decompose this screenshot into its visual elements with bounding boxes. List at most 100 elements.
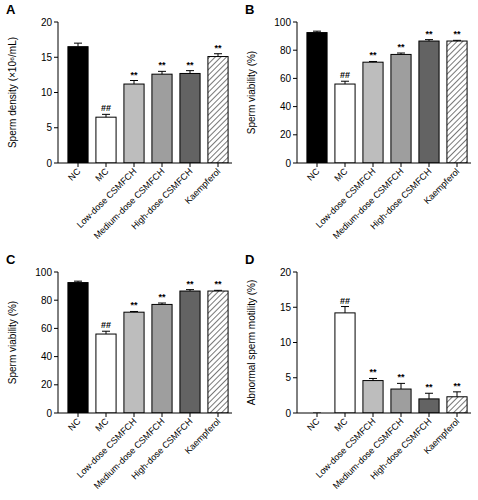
x-tick (317, 163, 318, 167)
x-tick-label: Kaempferol (422, 166, 462, 206)
error-cap (158, 303, 166, 304)
bar (363, 62, 383, 163)
error-cap (130, 80, 138, 81)
y-tick (293, 272, 297, 273)
x-tick (162, 163, 163, 167)
marks (307, 31, 467, 163)
error-bar (74, 43, 82, 47)
error-bar (453, 40, 461, 42)
panel: ASperm density (×10⁶/mL)##********051015… (6, 2, 232, 241)
error-stem (134, 81, 135, 85)
y-tick-label: 10 (280, 337, 292, 348)
y-tick-label: 80 (41, 295, 53, 306)
bar (419, 399, 439, 413)
significance: ** (453, 29, 461, 39)
significance: ** (214, 279, 222, 289)
marks (68, 281, 228, 413)
bar (152, 74, 172, 163)
x-tick-label: Kaempferol (183, 416, 223, 456)
error-cap (425, 39, 433, 40)
error-bar (369, 378, 377, 380)
significance: ** (158, 60, 166, 70)
y-tick (293, 342, 297, 343)
y-tick (293, 22, 297, 23)
x-tick-label: MC (93, 166, 110, 183)
y-tick-label: 20 (41, 379, 53, 390)
error-cap (425, 393, 433, 394)
error-cap (158, 71, 166, 72)
error-bar (74, 281, 82, 282)
x-axis (58, 413, 232, 414)
x-tick (218, 413, 219, 417)
y-tick-label: 20 (280, 267, 292, 278)
error-cap (214, 290, 222, 291)
bar (307, 33, 327, 163)
panel-label: C (6, 252, 16, 267)
error-bar (313, 31, 321, 32)
x-tick (373, 413, 374, 417)
error-stem (429, 393, 430, 399)
y-tick (293, 134, 297, 135)
x-tick (78, 413, 79, 417)
y-axis-label: Sperm density (×10⁶/mL) (7, 37, 18, 148)
bar (68, 283, 88, 413)
y-tick-label: 40 (280, 101, 292, 112)
error-stem (78, 43, 79, 47)
significance: ## (101, 103, 111, 113)
significance: ** (397, 372, 405, 382)
bar (363, 381, 383, 413)
bar (68, 47, 88, 163)
y-axis (58, 272, 59, 413)
bar (180, 291, 200, 413)
y-tick (54, 127, 58, 128)
y-tick (54, 92, 58, 93)
error-bar (425, 40, 433, 41)
x-tick (317, 413, 318, 417)
error-bar (397, 53, 405, 54)
x-tick (106, 413, 107, 417)
error-bar (130, 311, 138, 313)
significance: ** (397, 42, 405, 52)
x-tick (401, 163, 402, 167)
error-stem (457, 392, 458, 397)
x-tick-label: NC (66, 166, 83, 183)
x-tick-label: NC (305, 416, 322, 433)
error-cap (214, 53, 222, 54)
x-tick (106, 163, 107, 167)
y-tick-label: 10 (41, 87, 53, 98)
y-tick (293, 106, 297, 107)
x-tick (345, 163, 346, 167)
y-tick-label: 100 (35, 267, 52, 278)
error-bar (186, 71, 194, 74)
panel-label: D (245, 252, 254, 267)
y-tick-label: 0 (285, 408, 291, 419)
y-tick-label: 60 (41, 323, 53, 334)
error-cap (341, 81, 349, 82)
x-tick-label: NC (305, 166, 322, 183)
error-bar (186, 290, 194, 291)
x-axis (297, 163, 471, 164)
y-tick (54, 413, 58, 414)
error-stem (345, 307, 346, 313)
significance: ** (130, 70, 138, 80)
bar (96, 117, 116, 163)
x-tick (457, 163, 458, 167)
x-tick (345, 413, 346, 417)
significance: ** (453, 381, 461, 391)
y-tick (293, 50, 297, 51)
y-tick (54, 328, 58, 329)
x-tick-label: Kaempferol (183, 166, 223, 206)
y-tick-label: 0 (46, 408, 52, 419)
figure: ASperm density (×10⁶/mL)##********051015… (0, 0, 478, 500)
panel: BSperm viability (%)##********0204060801… (245, 2, 471, 241)
error-cap (102, 114, 110, 115)
x-tick-label: Kaempferol (422, 416, 462, 456)
y-tick (293, 307, 297, 308)
error-bar (214, 290, 222, 292)
error-cap (397, 383, 405, 384)
x-tick (134, 413, 135, 417)
significance: ## (101, 320, 111, 330)
error-bar (214, 54, 222, 57)
panel-label: A (6, 2, 16, 17)
error-cap (341, 306, 349, 307)
